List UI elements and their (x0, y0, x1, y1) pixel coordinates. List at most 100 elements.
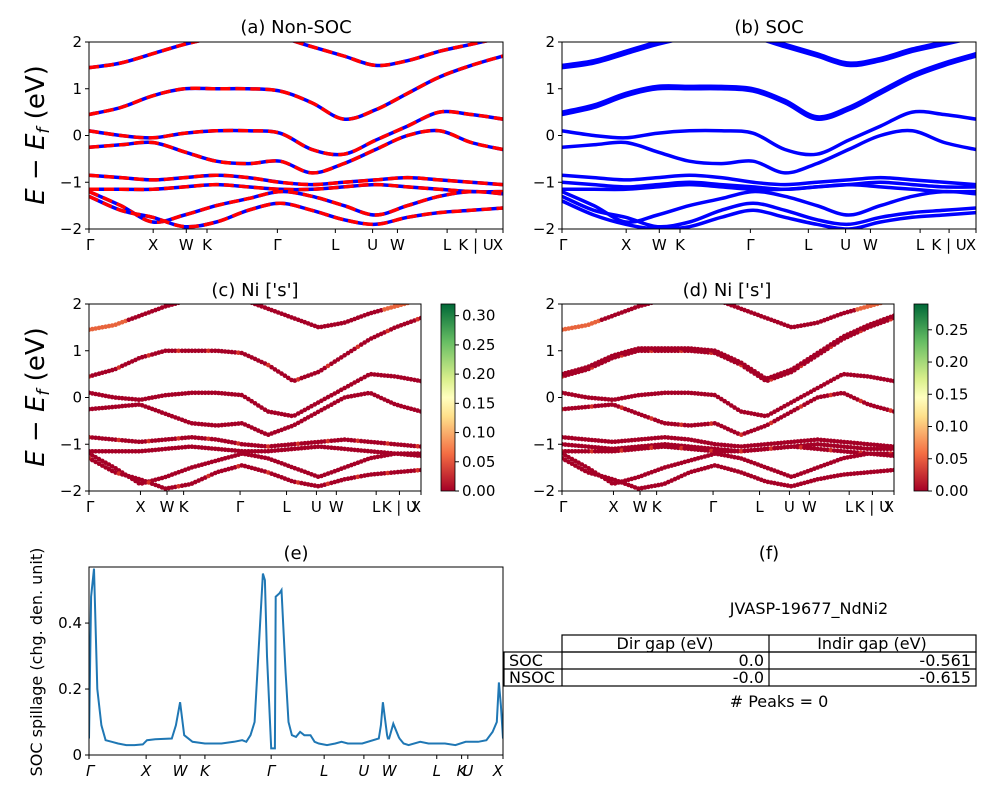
band-point (90, 406, 95, 412)
band-point (329, 445, 334, 451)
band-point (868, 442, 874, 447)
y-tick-label: 0.2 (58, 680, 82, 698)
band-point (861, 373, 867, 379)
band-point (272, 448, 278, 453)
band-point (398, 442, 404, 448)
band-point (865, 374, 870, 379)
band-point (732, 454, 737, 460)
band-point (222, 391, 228, 396)
band-point (325, 438, 331, 444)
x-tick-label: L (282, 498, 291, 516)
band-point (845, 440, 850, 445)
band-line (562, 189, 976, 224)
band-point (113, 466, 118, 471)
colorbar-tick-label: 0.10 (462, 424, 495, 442)
band-point (339, 437, 344, 443)
band-point (392, 470, 397, 475)
band-point (748, 411, 754, 416)
band-point (745, 364, 751, 370)
x-tick-label: Γ (559, 236, 568, 254)
band-point (815, 446, 820, 452)
panel-f-title: (f) (759, 543, 779, 564)
band-point (259, 405, 264, 410)
band-point (385, 373, 391, 379)
colorbar-tick-label: 0.25 (935, 321, 968, 339)
band-point (828, 447, 834, 453)
band-line-dashed (89, 173, 503, 187)
band-point (312, 444, 318, 450)
band-point (825, 344, 830, 349)
y-tick-label: −1 (60, 173, 82, 191)
band-point (176, 484, 181, 489)
band-point (109, 404, 115, 410)
band-point (149, 447, 155, 453)
band-point (629, 447, 634, 452)
band-point (349, 348, 354, 354)
band-point (692, 391, 698, 396)
band-point (695, 422, 701, 428)
band-point (275, 411, 281, 416)
band-point (782, 440, 787, 445)
band-point (90, 435, 95, 440)
band-point (778, 445, 784, 450)
spillage-line (89, 568, 503, 750)
band-point (848, 471, 854, 477)
band-point (252, 449, 258, 454)
band-point (848, 449, 854, 455)
band-point (865, 446, 870, 452)
band-point (818, 442, 824, 447)
band-point (563, 449, 568, 454)
band-point (675, 390, 681, 396)
band-point (599, 449, 605, 454)
band-point (848, 372, 854, 378)
band-point (335, 437, 341, 443)
band-point (672, 445, 678, 450)
band-line-dashed (89, 109, 503, 157)
panel-e-frame (88, 566, 504, 756)
band-point (825, 438, 830, 443)
band-point (159, 393, 165, 399)
band-point (831, 392, 837, 397)
band-point (851, 471, 857, 476)
band-point (368, 439, 374, 445)
band-point (841, 371, 847, 377)
band-point (589, 437, 595, 443)
y-tick-label: −2 (60, 220, 82, 238)
band-point (818, 348, 824, 354)
band-point (775, 445, 781, 451)
band-point (642, 304, 648, 307)
band-point (732, 449, 737, 454)
x-tick-label: L (916, 236, 925, 254)
band-point (705, 421, 711, 427)
band-point (212, 423, 218, 428)
band-point (831, 376, 837, 382)
band-point (219, 391, 225, 396)
band-point (861, 470, 867, 476)
band-point (642, 346, 648, 351)
band-point (805, 438, 810, 443)
colorbar-tick-label: 0.30 (462, 307, 495, 325)
band-point (206, 436, 211, 442)
colorbar-tick-label: 0.05 (935, 450, 968, 468)
band-point (295, 446, 301, 451)
band-point (388, 373, 394, 379)
band-point (255, 403, 261, 408)
band-point (106, 449, 112, 454)
band-point (642, 392, 648, 397)
band-point (841, 472, 847, 477)
band-point (871, 446, 877, 452)
table-cell: 0.0 (739, 651, 764, 670)
band-point (415, 298, 420, 303)
band-point (169, 436, 175, 442)
band-point (269, 364, 274, 370)
x-tick-label: Γ (709, 498, 718, 516)
band-point (589, 395, 595, 401)
band-point (292, 479, 298, 485)
y-tick-label: 0 (72, 746, 82, 764)
band-point (808, 437, 814, 443)
band-point (825, 442, 830, 448)
band-point (186, 348, 191, 354)
band-point (748, 448, 754, 453)
band-point (190, 297, 195, 302)
